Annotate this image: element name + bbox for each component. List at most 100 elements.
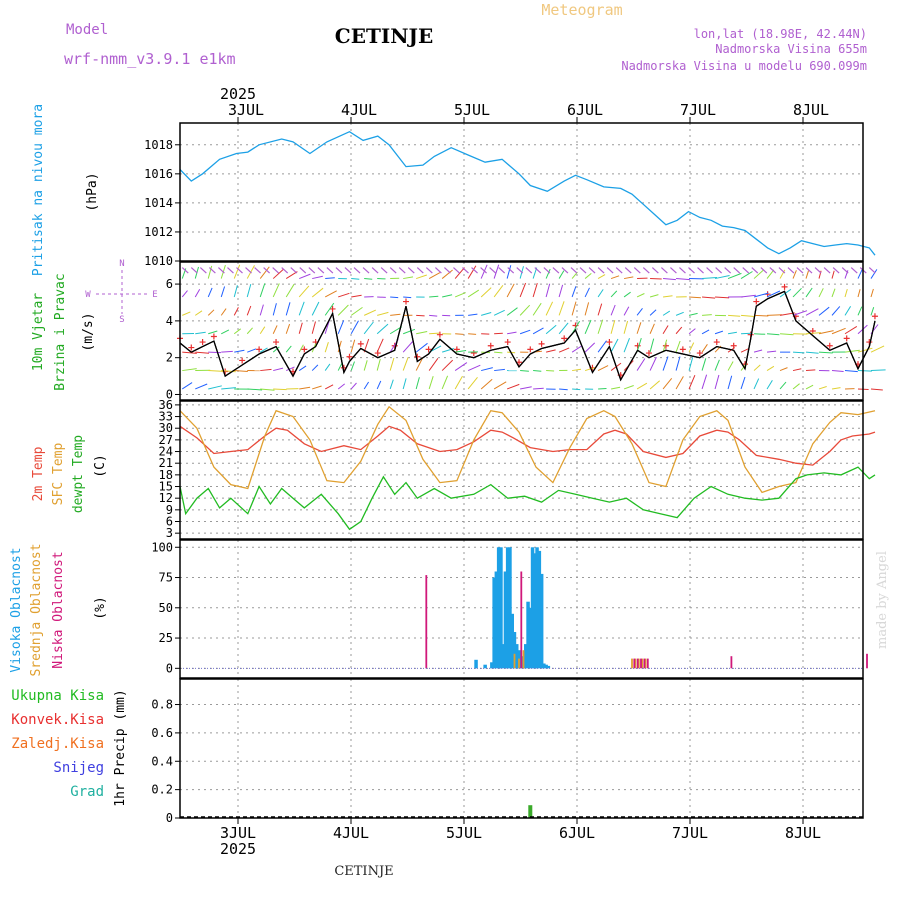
- wind-arrow: [272, 346, 280, 353]
- cloud-bar: [533, 553, 537, 669]
- cloud-bar: [508, 547, 512, 669]
- wind-arrow: [805, 332, 821, 335]
- wind-top-barb: [326, 267, 334, 274]
- wind-arrow: [649, 338, 655, 353]
- wind-arrow: [363, 381, 370, 390]
- pressure-tick-label: 1016: [144, 167, 173, 181]
- footer-station: CETINJE: [334, 864, 393, 879]
- cloud-title: Visoka Oblacnost Srednja Oblacnost Niska…: [9, 543, 108, 676]
- wind-top-barb: [660, 267, 668, 274]
- temp-tick-label: 36: [159, 398, 173, 412]
- wind-arrow: [545, 324, 557, 335]
- bottom-day-label: 3JUL: [220, 824, 256, 842]
- wind-arrow: [792, 368, 802, 372]
- cloud-bar: [490, 662, 494, 669]
- wind-arrow: [727, 361, 734, 371]
- wind-arrow: [195, 331, 206, 335]
- wind-arrow: [532, 302, 542, 316]
- temp-tick-label: 27: [159, 433, 173, 447]
- precip-legend-item: Ukupna Kisa: [11, 688, 104, 704]
- wind-gust-marker: [199, 339, 206, 346]
- wind-arrow: [649, 309, 657, 316]
- wind-arrow: [376, 380, 382, 390]
- precip-legend-item: Snijeg: [53, 760, 104, 776]
- wind-arrow: [208, 370, 224, 372]
- wind-top-barb: [199, 267, 207, 274]
- wind-arrow: [597, 365, 609, 372]
- wind-gust-marker: [239, 357, 246, 364]
- cloud-tick-label: 100: [151, 540, 173, 554]
- wind-arrow: [623, 320, 629, 334]
- wind-arrow: [676, 278, 690, 281]
- wind-arrow: [805, 384, 814, 390]
- wind-gust-marker: [561, 335, 568, 342]
- wind-arrow: [259, 266, 270, 279]
- wind-top-barb: [570, 267, 578, 274]
- top-day-label: 7JUL: [680, 101, 716, 119]
- wind-gust-marker: [634, 342, 641, 349]
- temp-label-3: dewpt Temp: [71, 435, 86, 513]
- wind-arrow: [403, 296, 412, 299]
- precip-tick-label: 0.8: [151, 698, 173, 712]
- wind-top-barb: [308, 267, 316, 274]
- wind-arrow: [753, 292, 769, 298]
- wind-arrow: [533, 387, 544, 390]
- model-label: Model: [66, 22, 108, 38]
- wind-arrow: [220, 308, 227, 316]
- wind-arrow: [324, 320, 330, 334]
- wind-arrow: [766, 269, 775, 279]
- cloud-bar: [474, 659, 478, 669]
- wind-arrow: [233, 328, 242, 335]
- temp-tick-label: 6: [166, 515, 173, 529]
- wind-arrow: [766, 290, 781, 298]
- wind-arrow: [481, 367, 493, 372]
- cloud-unit: (%): [93, 596, 108, 619]
- wind-top-barb: [254, 267, 261, 274]
- wind-arrow: [428, 358, 439, 371]
- wind-arrow: [389, 357, 395, 371]
- wind-arrow: [754, 314, 769, 317]
- cloud-bar: [637, 658, 640, 669]
- wind-top-barb: [633, 267, 641, 274]
- cloud-bar: [503, 571, 508, 669]
- wind-arrow: [727, 331, 737, 335]
- wind-gust-marker: [679, 346, 686, 353]
- wind-unit: (m/s): [81, 312, 96, 351]
- wind-tick-label: 0: [166, 387, 173, 401]
- wind-arrow: [194, 289, 201, 298]
- wind-arrow: [519, 304, 531, 316]
- wind-gust-marker: [781, 283, 788, 290]
- wind-arrow: [311, 287, 324, 298]
- wind-arrow: [428, 272, 441, 279]
- wind-arrow: [286, 366, 295, 372]
- wind-arrow: [519, 329, 531, 335]
- wind-gust-marker: [753, 298, 760, 305]
- wind-gust-marker: [273, 339, 280, 346]
- wind-arrow: [623, 291, 631, 298]
- wind-arrow: [234, 370, 248, 372]
- wind-arrow: [662, 339, 668, 353]
- wind-arrow: [350, 320, 359, 335]
- wind-arrow: [740, 376, 746, 390]
- location-text: lon,lat (18.98E, 42.44N): [694, 27, 867, 41]
- wind-arrow: [520, 386, 532, 390]
- wind-panel: 0 2 4 6: [166, 261, 886, 401]
- wind-top-barb: [218, 267, 225, 274]
- wind-arrow: [246, 327, 253, 335]
- wind-arrow: [415, 377, 420, 390]
- wind-gust-marker: [538, 340, 545, 347]
- wind-title: 10m Vjetar Brzina i Pravac (m/s) N S W E: [31, 259, 158, 391]
- wind-arrow: [558, 347, 570, 353]
- wind-arrow: [468, 333, 477, 335]
- cloud-label-1: Visoka Oblacnost: [9, 547, 24, 672]
- wind-arrow: [701, 344, 708, 353]
- precip-tick-label: 0.4: [151, 754, 173, 768]
- wind-arrow: [246, 305, 252, 316]
- wind-arrow: [792, 310, 808, 316]
- wind-arrow: [402, 328, 416, 335]
- wind-gust-marker: [696, 350, 703, 357]
- wind-arrow: [610, 304, 616, 316]
- wind-arrow: [403, 276, 414, 280]
- wind-arrow: [805, 369, 816, 372]
- wind-arrow: [429, 314, 438, 317]
